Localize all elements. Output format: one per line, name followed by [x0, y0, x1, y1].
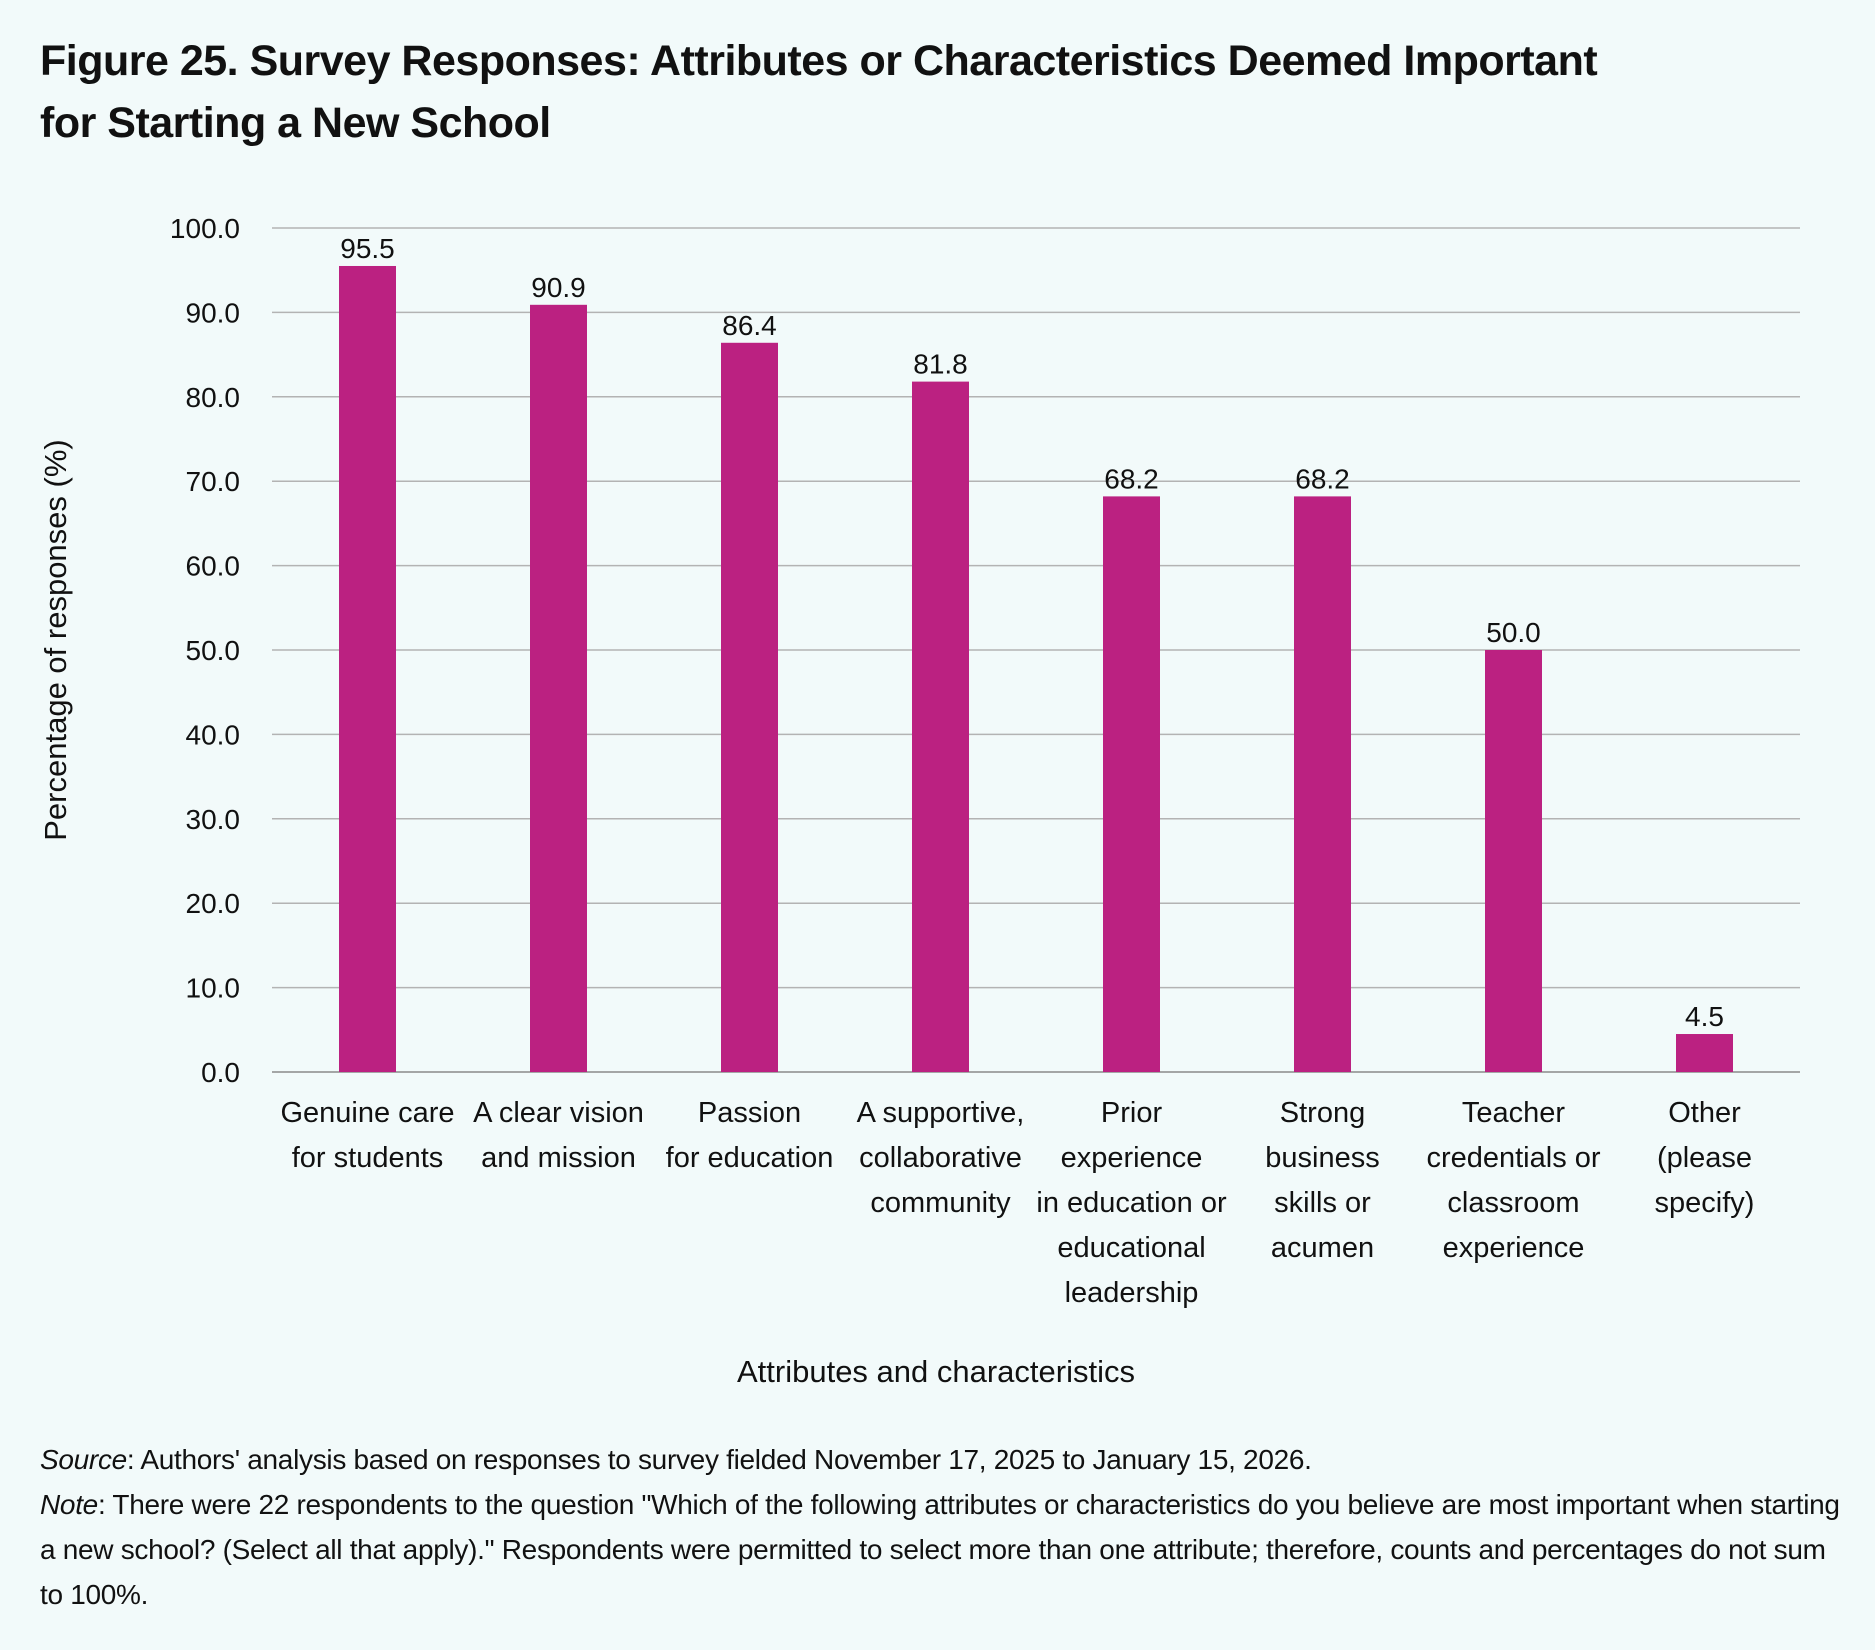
x-tick-label-line: collaborative: [859, 1142, 1022, 1174]
y-tick-label: 80.0: [186, 382, 241, 413]
bar: [530, 304, 587, 1073]
bar: [1485, 650, 1542, 1072]
x-tick-label-line: Strong: [1280, 1097, 1365, 1129]
figure-title: Figure 25. Survey Responses: Attributes …: [40, 37, 1598, 147]
x-axis-label: Attributes and characteristics: [737, 1354, 1135, 1389]
x-tick-label-line: Prior: [1101, 1097, 1163, 1129]
bar: [1294, 496, 1351, 1073]
x-tick-label-line: Other: [1668, 1097, 1741, 1129]
x-tick-label-line: Passion: [698, 1097, 801, 1129]
y-tick-label: 40.0: [186, 719, 241, 750]
y-tick-label: 100.0: [170, 213, 240, 244]
figure-notes: Source: Authors' analysis based on respo…: [40, 1437, 1840, 1617]
y-tick-label: 30.0: [186, 804, 241, 835]
x-tick-label-line: business: [1265, 1142, 1379, 1174]
y-tick-label: 20.0: [186, 888, 241, 919]
x-tick-label: Prior experience in education or educationa…: [1036, 1097, 1227, 1309]
x-tick-label-line: A clear vision: [473, 1097, 644, 1129]
data-label: 81.8: [913, 349, 968, 380]
y-tick-label: 50.0: [186, 635, 241, 666]
bar: [1103, 496, 1160, 1073]
x-tick-label-line: experience: [1061, 1142, 1203, 1174]
x-tick-label: A supportive, collaborative community: [857, 1097, 1025, 1219]
x-tick-label-line: leadership: [1065, 1277, 1199, 1309]
source-text: : Authors' analysis based on responses t…: [126, 1444, 1312, 1475]
note-label: Note: [40, 1489, 98, 1520]
x-tick-label-line: experience: [1443, 1232, 1585, 1264]
data-label: 95.5: [340, 233, 395, 264]
bar: [339, 265, 396, 1073]
data-label: 90.9: [531, 272, 586, 303]
bar-chart: 0.0 10.0 20.0 30.0 40.0 50.0 60.0 70.0 80.0 90.0 1…: [38, 213, 1800, 1389]
y-tick-label: 70.0: [186, 466, 241, 497]
data-label: 4.5: [1685, 1001, 1724, 1032]
data-label: 86.4: [722, 310, 777, 341]
y-tick-label: 90.0: [186, 297, 241, 328]
note-text: : There were 22 respondents to the quest…: [40, 1489, 1840, 1610]
y-tick-label: 60.0: [186, 551, 241, 582]
source-label: Source: [40, 1444, 127, 1475]
bar: [721, 342, 778, 1072]
note-text-block: Note: There were 22 respondents to the q…: [40, 1482, 1840, 1617]
x-tick-label-line: credentials or: [1426, 1142, 1600, 1174]
x-tick-label-line: classroom: [1447, 1187, 1579, 1219]
source-note: Source: Authors' analysis based on respo…: [40, 1437, 1840, 1482]
x-tick-label-line: for education: [666, 1142, 834, 1174]
x-tick-label: Teacher credentials or classroom experience: [1426, 1097, 1600, 1264]
y-tick-label: 10.0: [186, 973, 241, 1004]
x-tick-label-line: and mission: [481, 1142, 636, 1174]
bar: [912, 381, 969, 1072]
y-tick-label: 0.0: [201, 1057, 240, 1088]
x-tick-label-line: (please: [1657, 1142, 1752, 1174]
x-tick-label: Passion for education: [666, 1097, 834, 1174]
bar: [1676, 1034, 1733, 1072]
x-tick-label-line: educational: [1057, 1232, 1205, 1264]
x-tick-label-line: acumen: [1271, 1232, 1374, 1264]
x-tick-label: A clear vision and mission: [473, 1097, 644, 1174]
x-tick-label-line: in education or: [1036, 1187, 1227, 1219]
x-tick-label-line: specify): [1655, 1187, 1755, 1219]
x-tick-label-line: Teacher: [1462, 1097, 1566, 1129]
x-tick-label: Genuine care for students: [280, 1097, 454, 1174]
data-label: 50.0: [1486, 617, 1541, 648]
x-tick-label: Other (please specify): [1655, 1097, 1755, 1219]
x-tick-label-line: for students: [292, 1142, 444, 1174]
data-label: 68.2: [1104, 463, 1159, 494]
x-tick-label-line: Genuine care: [280, 1097, 454, 1129]
data-label: 68.2: [1295, 463, 1350, 494]
x-tick-label-line: skills or: [1274, 1187, 1371, 1219]
x-tick-label: Strong business skills or acumen: [1265, 1097, 1379, 1264]
x-tick-label-line: community: [870, 1187, 1011, 1219]
x-tick-label-line: A supportive,: [857, 1097, 1025, 1129]
y-axis-label: Percentage of responses (%): [38, 439, 73, 841]
